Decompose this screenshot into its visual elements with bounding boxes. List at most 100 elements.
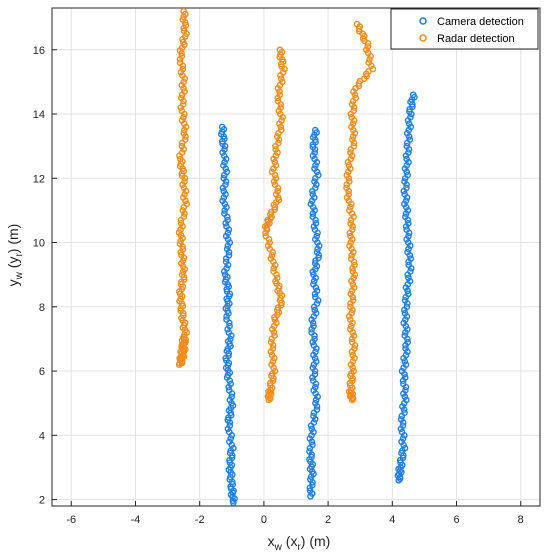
data-point bbox=[312, 257, 319, 264]
data-point bbox=[227, 435, 234, 442]
data-point bbox=[281, 65, 288, 73]
data-point bbox=[348, 287, 356, 295]
data-point bbox=[308, 425, 316, 433]
data-point bbox=[278, 299, 285, 307]
data-point bbox=[272, 174, 280, 182]
x-tick-label: 4 bbox=[389, 514, 395, 526]
data-point bbox=[314, 245, 321, 253]
data-point bbox=[273, 271, 280, 278]
data-point bbox=[312, 396, 320, 404]
data-point bbox=[311, 290, 319, 298]
data-point bbox=[230, 499, 237, 507]
data-point bbox=[182, 123, 190, 131]
data-point bbox=[221, 207, 228, 214]
legend-box bbox=[390, 8, 539, 50]
data-point bbox=[402, 322, 410, 330]
data-point bbox=[405, 133, 413, 140]
data-point bbox=[350, 248, 357, 256]
data-point bbox=[349, 126, 357, 134]
data-point bbox=[367, 52, 374, 60]
data-point bbox=[404, 117, 412, 124]
legend-marker bbox=[419, 17, 427, 25]
data-point bbox=[312, 399, 319, 407]
data-point bbox=[349, 236, 356, 243]
legend-entry-label: Radar detection bbox=[437, 33, 515, 45]
data-point bbox=[223, 285, 231, 293]
data-point bbox=[348, 200, 355, 208]
data-point bbox=[267, 348, 275, 356]
data-point bbox=[344, 168, 352, 176]
data-point bbox=[263, 226, 271, 233]
data-point bbox=[347, 300, 354, 307]
data-point bbox=[405, 245, 412, 253]
data-point bbox=[310, 412, 317, 420]
data-point bbox=[180, 130, 188, 137]
data-point bbox=[221, 158, 228, 166]
data-point bbox=[225, 248, 233, 256]
data-point bbox=[400, 364, 407, 372]
data-point bbox=[228, 393, 235, 401]
data-point bbox=[271, 203, 279, 211]
data-point bbox=[402, 316, 409, 323]
data-point bbox=[345, 313, 353, 320]
data-point bbox=[404, 348, 411, 356]
data-point bbox=[349, 364, 357, 372]
data-point bbox=[274, 149, 281, 156]
data-point bbox=[182, 133, 189, 140]
data-point bbox=[349, 319, 356, 327]
data-point bbox=[311, 354, 319, 362]
data-point bbox=[307, 493, 314, 500]
data-point bbox=[407, 264, 415, 272]
data-point bbox=[181, 210, 188, 217]
data-point bbox=[272, 146, 279, 153]
y-tick-label: 12 bbox=[33, 173, 45, 185]
data-point bbox=[277, 123, 284, 131]
data-point bbox=[226, 419, 234, 426]
data-point bbox=[308, 197, 316, 205]
data-point bbox=[312, 216, 319, 224]
data-point bbox=[404, 335, 411, 343]
data-point bbox=[271, 171, 279, 179]
data-point bbox=[404, 287, 411, 295]
data-point bbox=[399, 419, 407, 426]
data-point bbox=[262, 229, 269, 237]
data-point bbox=[176, 56, 184, 63]
data-point bbox=[182, 197, 189, 205]
data-point bbox=[405, 258, 412, 266]
data-point bbox=[269, 325, 276, 333]
data-point bbox=[180, 273, 188, 281]
y-tick-label: 6 bbox=[39, 366, 45, 378]
data-point bbox=[402, 284, 410, 291]
data-point bbox=[220, 171, 228, 179]
y-tick-label: 8 bbox=[39, 302, 45, 314]
data-point bbox=[273, 133, 281, 140]
data-point bbox=[310, 303, 318, 311]
data-point bbox=[309, 152, 317, 160]
x-tick-label: -2 bbox=[195, 514, 205, 526]
data-point bbox=[221, 142, 229, 150]
data-point bbox=[350, 258, 358, 266]
data-point bbox=[348, 245, 355, 253]
data-point bbox=[181, 75, 189, 82]
data-point bbox=[276, 88, 283, 95]
data-point bbox=[345, 191, 353, 198]
data-point bbox=[178, 50, 185, 57]
data-point bbox=[309, 187, 316, 195]
data-point bbox=[179, 243, 186, 250]
data-point bbox=[312, 380, 320, 388]
data-point bbox=[309, 319, 317, 327]
plot-frame bbox=[51, 7, 541, 507]
data-point bbox=[222, 165, 230, 172]
data-point bbox=[314, 297, 322, 304]
data-point bbox=[226, 319, 233, 327]
data-point bbox=[279, 113, 287, 121]
series-radar-points bbox=[175, 7, 377, 404]
data-point bbox=[348, 396, 356, 404]
x-tick-label: 2 bbox=[325, 514, 331, 526]
data-point bbox=[179, 36, 186, 43]
data-point bbox=[268, 335, 276, 343]
data-point bbox=[271, 316, 279, 323]
data-point bbox=[399, 403, 406, 410]
data-point bbox=[308, 325, 315, 333]
data-point bbox=[177, 237, 184, 245]
